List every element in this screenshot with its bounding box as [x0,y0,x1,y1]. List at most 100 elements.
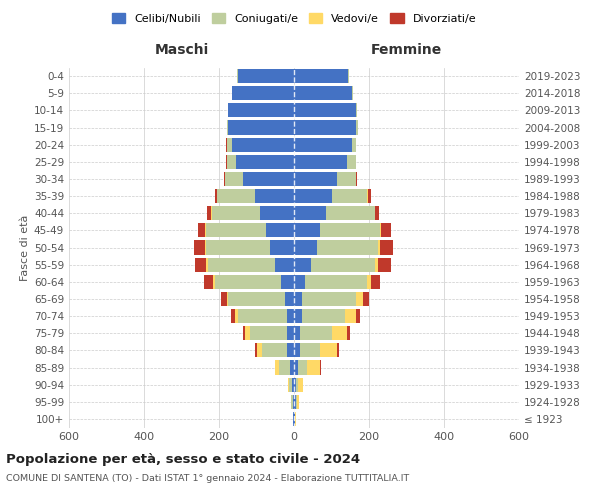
Bar [294,189,331,203]
Bar [235,309,238,323]
Bar [364,292,369,306]
Legend: Celibi/Nubili, Coniugati/e, Vedovi/e, Divorziati/e: Celibi/Nubili, Coniugati/e, Vedovi/e, Di… [112,13,476,24]
Bar [294,104,356,118]
Bar [227,104,229,118]
Bar [204,275,214,289]
Bar [294,224,320,237]
Bar [294,155,347,169]
Bar [206,258,208,272]
Bar [227,155,236,169]
Text: Popolazione per età, sesso e stato civile - 2024: Popolazione per età, sesso e stato civil… [6,452,360,466]
Bar [257,344,262,357]
Bar [296,395,299,409]
Bar [221,292,227,306]
Bar [356,309,361,323]
Bar [227,120,229,134]
Bar [289,378,292,392]
Bar [229,104,294,118]
Bar [223,172,224,186]
Bar [337,172,356,186]
Bar [287,344,294,357]
Bar [294,360,298,374]
Bar [226,155,227,169]
Bar [374,258,377,272]
Bar [380,224,382,237]
Bar [377,258,391,272]
Bar [293,412,294,426]
Bar [292,378,294,392]
Bar [331,189,367,203]
Bar [294,344,299,357]
Bar [331,326,347,340]
Bar [298,378,304,392]
Bar [224,172,244,186]
Bar [205,240,206,254]
Bar [298,360,307,374]
Bar [290,360,294,374]
Bar [284,292,294,306]
Bar [294,309,302,323]
Bar [208,206,211,220]
Bar [294,138,352,151]
Bar [320,344,337,357]
Bar [279,360,290,374]
Bar [232,138,294,151]
Bar [232,86,294,100]
Bar [227,138,232,151]
Bar [197,224,205,237]
Bar [352,138,356,151]
Bar [262,344,287,357]
Bar [296,378,298,392]
Bar [317,240,379,254]
Bar [293,395,294,409]
Bar [295,412,296,426]
Bar [356,120,358,134]
Bar [326,206,374,220]
Bar [379,240,380,254]
Bar [367,189,371,203]
Bar [292,395,293,409]
Bar [205,224,206,237]
Bar [344,309,356,323]
Bar [245,326,250,340]
Bar [294,395,296,409]
Bar [294,326,299,340]
Bar [254,189,294,203]
Bar [376,206,379,220]
Bar [217,189,254,203]
Bar [244,172,294,186]
Text: Femmine: Femmine [371,43,442,57]
Bar [260,206,294,220]
Y-axis label: Fasce di età: Fasce di età [20,214,30,280]
Bar [294,275,305,289]
Bar [281,275,294,289]
Text: Maschi: Maschi [154,43,209,57]
Bar [256,344,257,357]
Bar [229,120,294,134]
Bar [294,206,326,220]
Bar [214,275,215,289]
Bar [294,292,302,306]
Bar [302,292,356,306]
Bar [238,309,287,323]
Bar [215,275,281,289]
Bar [275,360,279,374]
Bar [367,275,371,289]
Bar [229,292,284,306]
Bar [294,412,295,426]
Bar [374,206,376,220]
Bar [307,360,320,374]
Bar [287,378,289,392]
Bar [371,275,380,289]
Bar [294,69,349,83]
Bar [294,172,337,186]
Bar [287,309,294,323]
Bar [231,309,235,323]
Bar [206,224,266,237]
Bar [294,378,296,392]
Bar [287,326,294,340]
Bar [302,309,344,323]
Bar [250,326,287,340]
Bar [356,292,364,306]
Bar [320,360,321,374]
